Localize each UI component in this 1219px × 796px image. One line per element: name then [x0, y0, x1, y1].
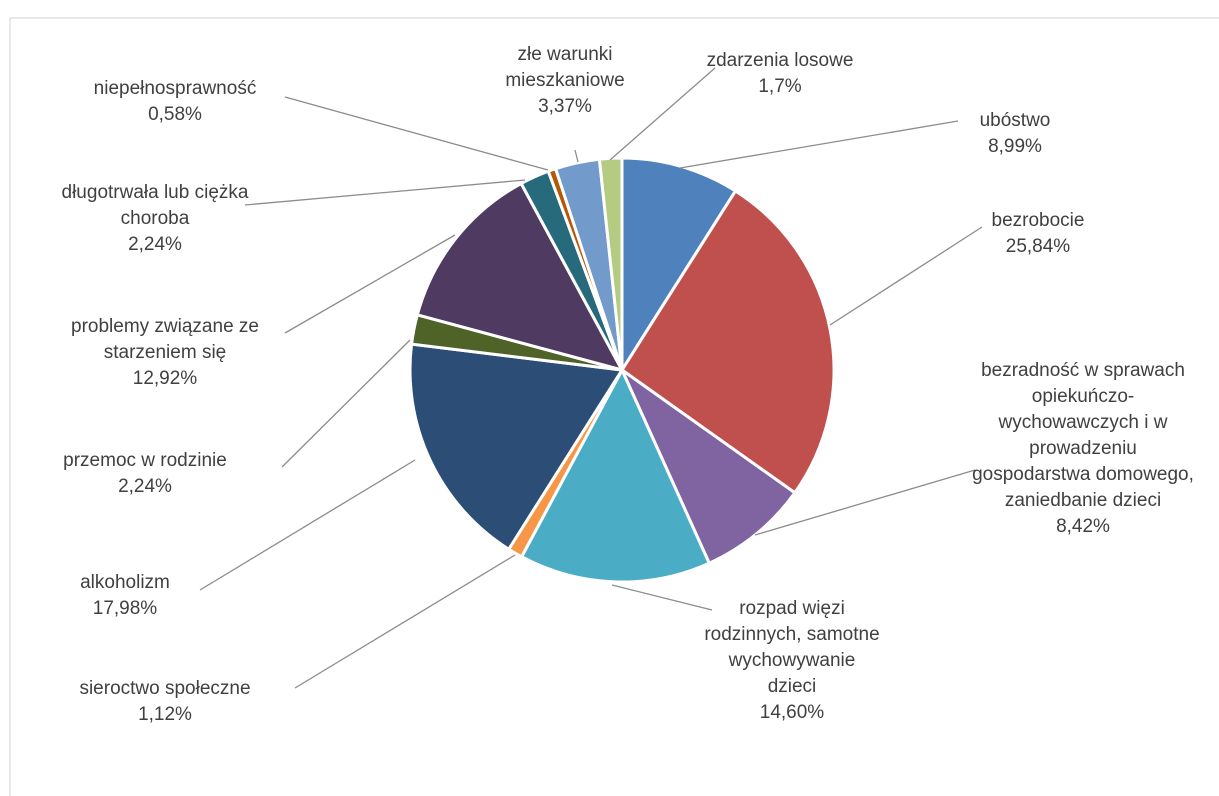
category-label: alkoholizm — [80, 572, 170, 593]
value-label: 0,58% — [148, 104, 202, 125]
data-label: bezrobocie 25,84% — [968, 208, 1108, 260]
category-label: przemoc w rodzinie — [63, 450, 227, 471]
data-label: alkoholizm 17,98% — [45, 570, 205, 622]
value-label: 8,99% — [988, 136, 1042, 157]
data-label: długotrwała lub ciężka choroba 2,24% — [45, 180, 265, 258]
category-label: zdarzenia losowe — [706, 50, 854, 71]
pie-slice — [408, 342, 625, 552]
data-label: złe warunki mieszkaniowe 3,37% — [480, 42, 650, 120]
leader-line — [679, 120, 959, 169]
data-label: przemoc w rodzinie 2,24% — [15, 448, 275, 500]
leader-line — [284, 234, 456, 334]
leader-line — [244, 179, 526, 206]
pie-slice — [519, 366, 712, 584]
category-label: rozpad więzi rodzinnych, samotne wychowy… — [704, 598, 880, 697]
leader-line — [611, 584, 713, 611]
category-label: ubóstwo — [979, 110, 1051, 131]
data-label: niepełnosprawność 0,58% — [45, 76, 305, 128]
category-label: długotrwała lub ciężka choroba — [61, 182, 249, 229]
pie-slice — [619, 188, 836, 495]
category-label: bezrobocie — [991, 210, 1085, 231]
leader-line — [199, 459, 416, 591]
category-label: bezradność w sprawach opiekuńczo-wychowa… — [972, 360, 1194, 511]
value-label: 17,98% — [92, 598, 158, 619]
value-label: 1,7% — [758, 76, 802, 97]
value-label: 12,92% — [132, 368, 198, 389]
value-label: 25,84% — [1005, 236, 1071, 257]
leader-line — [609, 67, 716, 161]
category-label: niepełnosprawność — [93, 78, 257, 99]
value-label: 3,37% — [538, 96, 592, 117]
leader-line — [281, 339, 411, 468]
category-label: problemy związane ze starzeniem się — [71, 316, 259, 363]
chart-frame — [9, 17, 1219, 796]
value-label: 2,24% — [128, 234, 182, 255]
category-label: złe warunki mieszkaniowe — [505, 44, 625, 91]
value-label: 8,42% — [1056, 516, 1110, 537]
value-label: 1,12% — [138, 704, 192, 725]
leader-line — [829, 226, 983, 326]
data-label: ubóstwo 8,99% — [955, 108, 1075, 160]
data-label: sieroctwo społeczne 1,12% — [25, 676, 305, 728]
leader-line — [294, 554, 516, 689]
data-label: problemy związane ze starzeniem się 12,92… — [45, 314, 285, 392]
category-label: sieroctwo społeczne — [79, 678, 251, 699]
pie-slice — [618, 365, 797, 566]
leader-line — [754, 469, 976, 536]
leader-line — [284, 96, 549, 171]
pie-slice — [415, 181, 625, 373]
pie-slice — [597, 156, 624, 371]
data-label: rozpad więzi rodzinnych, samotne wychowy… — [702, 596, 882, 726]
pie-slice — [620, 156, 738, 376]
leader-line — [574, 149, 579, 163]
value-label: 2,24% — [118, 476, 172, 497]
value-label: 14,60% — [759, 702, 825, 723]
data-label: bezradność w sprawach opiekuńczo-wychowa… — [971, 358, 1196, 540]
data-label: zdarzenia losowe 1,7% — [680, 48, 880, 100]
